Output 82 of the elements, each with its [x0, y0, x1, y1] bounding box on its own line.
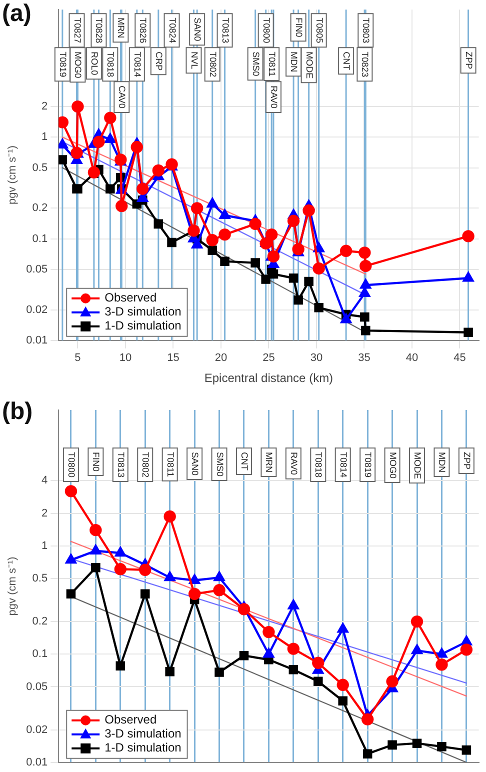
ref-line-label: MDN: [289, 52, 300, 72]
x-tick-label: FIN0: [91, 452, 102, 472]
x-tick-label: 15: [167, 352, 180, 364]
ref-line-label: T0813: [220, 18, 230, 44]
ref-line-label: T0814: [132, 52, 142, 78]
y-tick-label: 2: [41, 507, 48, 520]
x-tick-label: 20: [214, 352, 228, 364]
x-tick-label: 45: [454, 352, 466, 364]
ref-line-label: CRP: [154, 52, 164, 71]
y-tick-label: 0.1: [32, 232, 48, 245]
x-tick-label: ZPP: [462, 452, 472, 470]
ref-line-label: T0819: [58, 52, 68, 78]
ref-line-label: T0800: [261, 18, 272, 44]
x-tick-label: CNT: [240, 452, 250, 471]
x-tick-label: MDN: [437, 452, 448, 472]
ref-line-label: T0828: [94, 18, 104, 44]
x-tick-label: T0818: [314, 452, 324, 478]
x-tick-label: 30: [310, 352, 323, 364]
ref-line-label: CNT: [342, 52, 352, 71]
x-tick-label: MODE: [412, 452, 423, 479]
legend-label: 1-D simulation: [104, 318, 182, 333]
legend-label: 3-D simulation: [104, 726, 182, 741]
y-tick-label: 0.2: [32, 202, 48, 214]
x-tick-label: MRN: [264, 452, 274, 472]
chart-title: (a): [2, 0, 32, 28]
y-tick-label: 0.01: [26, 756, 48, 768]
chart-title: (b): [2, 398, 33, 426]
ref-line-label: SAN0: [192, 18, 203, 42]
x-tick-label: MOG0: [388, 452, 398, 479]
x-tick-label: RAV0: [288, 452, 299, 475]
y-tick-label: 2: [41, 100, 48, 113]
y-tick-label: 0.5: [32, 162, 48, 174]
y-axis-title: pgv (cm s⁻¹): [6, 146, 19, 204]
legend-label: Observed: [104, 712, 157, 727]
ref-line-label: MOG0: [73, 52, 84, 78]
ref-line-label: T0805: [314, 18, 324, 44]
y-tick-label: 0.1: [32, 648, 48, 660]
x-tick-label: 35: [358, 352, 370, 364]
ref-line-label: T0803: [361, 18, 372, 44]
ref-line-label: T0811: [267, 52, 278, 76]
ref-line-label: T0823: [360, 52, 370, 78]
ref-line-label: T0824: [167, 18, 178, 44]
x-tick-label: T0800: [66, 452, 76, 478]
x-tick-label: 5: [74, 352, 81, 364]
y-tick-label: 0.01: [26, 334, 48, 346]
ref-line-label: T0826: [138, 18, 148, 44]
y-tick-label: 0.02: [26, 304, 48, 316]
ref-line-label: T0818: [106, 52, 116, 78]
legend-label: Observed: [104, 290, 157, 305]
ref-line-label: ZPP: [464, 52, 474, 70]
x-tick-label: 40: [406, 352, 418, 364]
x-tick-label: SAN0: [190, 452, 200, 476]
y-tick-label: 0.2: [32, 616, 48, 628]
y-tick-label: 4: [41, 474, 48, 487]
x-tick-label: T0814: [338, 452, 348, 478]
ref-line-label: CAV0: [117, 86, 128, 108]
y-tick-label: 0.05: [26, 680, 48, 693]
x-tick-label: T0819: [363, 452, 374, 478]
ref-line-label: MRN: [116, 18, 126, 38]
x-tick-label: T0811: [165, 452, 176, 477]
y-tick-label: 1: [41, 540, 48, 552]
y-tick-label: 1: [41, 131, 48, 144]
y-axis-title: pgv (cm s⁻¹): [6, 556, 19, 616]
ref-line-label: T0827: [72, 18, 82, 44]
ref-line-label: NVL: [189, 52, 200, 70]
ref-line-label: MODE: [304, 52, 314, 79]
ref-line-label: RAV0: [268, 86, 279, 108]
ref-line-label: SMS0: [250, 52, 261, 76]
x-tick-label: T0802: [140, 452, 151, 478]
x-tick-label: 25: [262, 352, 275, 364]
y-tick-label: 0.5: [32, 572, 48, 585]
legend-label: 3-D simulation: [104, 304, 182, 319]
y-tick-label: 0.02: [26, 724, 48, 736]
ref-line-label: FIN0: [294, 18, 304, 38]
ref-line-label: T0802: [208, 52, 218, 78]
x-tick-label: SMS0: [214, 452, 225, 477]
ref-line-label: ROL0: [89, 52, 100, 76]
legend-label: 1-D simulation: [104, 740, 182, 755]
x-tick-label: T0813: [116, 452, 126, 478]
y-tick-label: 0.05: [26, 263, 48, 276]
x-axis-title: Epicentral distance (km): [204, 371, 334, 386]
x-tick-label: 10: [119, 352, 132, 364]
